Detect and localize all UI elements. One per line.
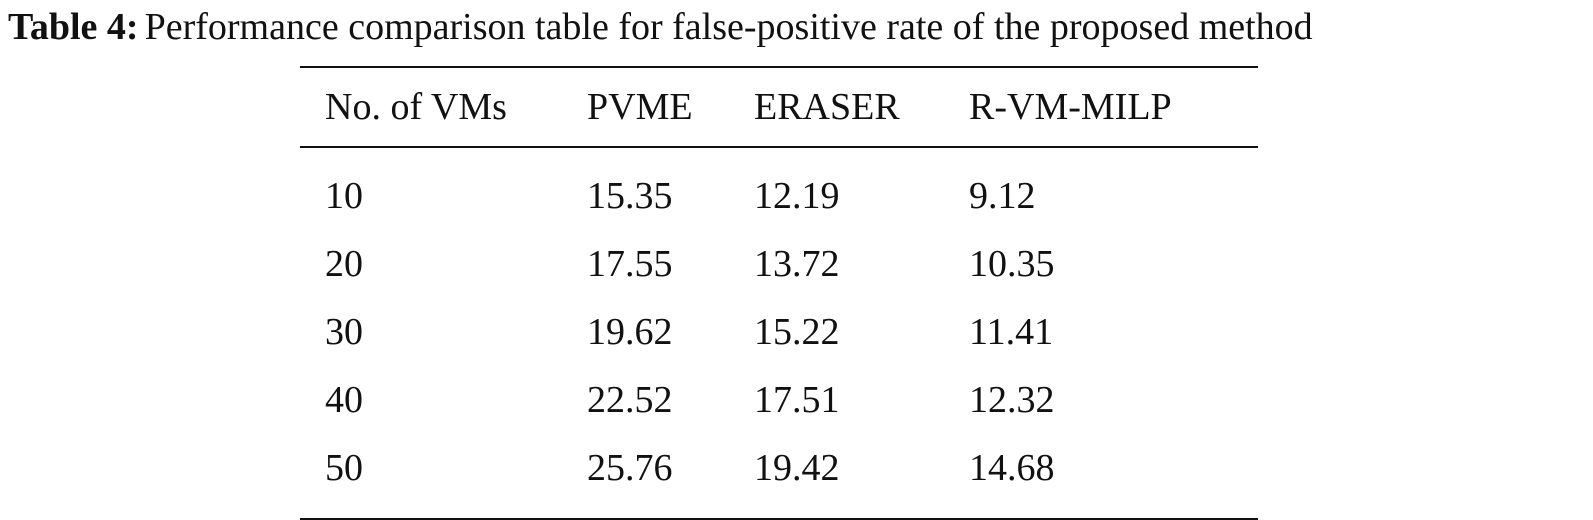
header-cell: PVME [587, 86, 693, 128]
header-cell: R-VM-MILP [969, 86, 1172, 128]
header-row: No. of VMs PVME ERASER R-VM-MILP [300, 67, 1258, 147]
table-cell: 17.51 [754, 379, 840, 421]
results-table: No. of VMs PVME ERASER R-VM-MILP 10 15.3… [300, 66, 1258, 520]
table-caption-text: Performance comparison table for false-p… [144, 6, 1313, 48]
table-caption-label: Table 4: [8, 6, 139, 48]
table-cell: 19.42 [754, 447, 840, 489]
table-cell: 30 [325, 311, 363, 353]
table-caption: Table 4: Performance comparison table for… [8, 2, 1588, 52]
table-cell: 15.35 [587, 175, 673, 217]
table-cell: 50 [325, 447, 363, 489]
table-cell: 9.12 [969, 175, 1036, 217]
table-cell: 19.62 [587, 311, 673, 353]
results-table-container: No. of VMs PVME ERASER R-VM-MILP 10 15.3… [300, 66, 1258, 520]
table-cell: 22.52 [587, 379, 673, 421]
table-cell: 10 [325, 175, 363, 217]
table-row: 50 25.76 19.42 14.68 [300, 434, 1258, 519]
table-cell: 12.32 [969, 379, 1055, 421]
table-cell: 25.76 [587, 447, 673, 489]
table-cell: 10.35 [969, 243, 1055, 285]
table-cell: 40 [325, 379, 363, 421]
table-cell: 14.68 [969, 447, 1055, 489]
table-row: 40 22.52 17.51 12.32 [300, 366, 1258, 434]
table-cell: 17.55 [587, 243, 673, 285]
table-cell: 20 [325, 243, 363, 285]
table-header: No. of VMs PVME ERASER R-VM-MILP [300, 67, 1258, 147]
table-row: 30 19.62 15.22 11.41 [300, 298, 1258, 366]
header-cell: ERASER [754, 86, 900, 128]
table-cell: 13.72 [754, 243, 840, 285]
table-cell: 12.19 [754, 175, 840, 217]
table-row: 10 15.35 12.19 9.12 [300, 147, 1258, 230]
table-body: 10 15.35 12.19 9.12 20 17.55 13.72 10.35… [300, 147, 1258, 519]
table-row: 20 17.55 13.72 10.35 [300, 230, 1258, 298]
table-cell: 15.22 [754, 311, 840, 353]
header-cell: No. of VMs [325, 86, 507, 128]
table-cell: 11.41 [969, 311, 1054, 353]
